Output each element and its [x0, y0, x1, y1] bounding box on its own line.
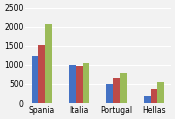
Bar: [158, 82, 164, 103]
Bar: [83, 63, 89, 103]
Bar: [144, 96, 151, 103]
Bar: [45, 24, 52, 103]
Bar: [120, 73, 127, 103]
Bar: [69, 65, 76, 103]
Bar: [113, 78, 120, 103]
Bar: [76, 66, 83, 103]
Bar: [32, 56, 38, 103]
Bar: [107, 84, 113, 103]
Bar: [38, 45, 45, 103]
Bar: [151, 89, 158, 103]
